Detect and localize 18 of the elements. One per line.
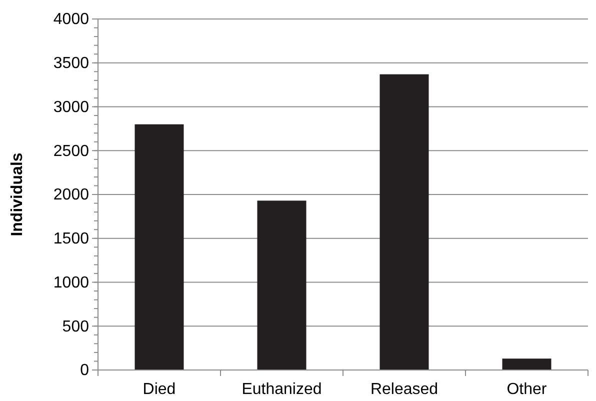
y-tick-label: 3000: [53, 98, 90, 116]
y-tick-label: 2500: [53, 142, 90, 160]
y-tick-label: 2000: [53, 186, 90, 204]
bar: [502, 358, 552, 370]
y-tick-label: 4000: [53, 11, 90, 28]
x-tick-label: Other: [506, 381, 548, 398]
y-tick-label: 3500: [53, 54, 90, 72]
y-tick-label: 0: [80, 362, 90, 380]
bar: [380, 74, 429, 370]
x-tick-label: Euthanized: [242, 381, 322, 398]
x-tick-label: Released: [370, 381, 438, 398]
x-tick-label: Died: [142, 381, 176, 398]
y-axis-title: Individuals: [9, 152, 26, 236]
y-tick-label: 500: [62, 318, 90, 336]
bar: [257, 200, 306, 370]
y-tick-label: 1000: [53, 274, 90, 292]
bar: [134, 124, 184, 370]
y-tick-label: 1500: [53, 230, 90, 248]
